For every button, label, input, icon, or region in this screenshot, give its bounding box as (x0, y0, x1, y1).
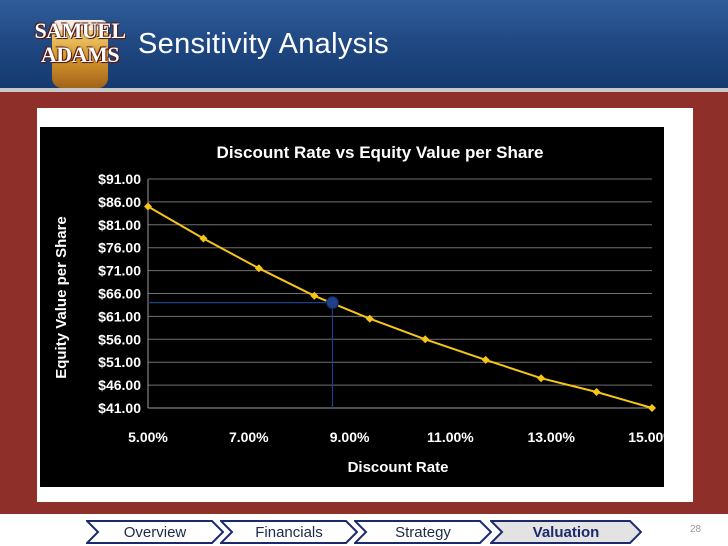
nav-tab-financials[interactable]: Financials (220, 520, 358, 544)
x-axis-title: Discount Rate (348, 459, 449, 476)
data-point (310, 291, 319, 300)
y-axis-title: Equity Value per Share (53, 216, 70, 379)
chart-svg: Discount Rate vs Equity Value per Share $… (53, 143, 664, 476)
nav-tab-label: Financials (255, 524, 323, 541)
x-tick-label: 11.00% (427, 429, 474, 445)
y-tick-label: $51.00 (98, 354, 141, 370)
data-point (365, 314, 374, 323)
y-tick-label: $81.00 (98, 217, 141, 233)
nav-chevron (354, 520, 492, 544)
y-tick-label: $71.00 (98, 263, 141, 279)
header-divider (0, 88, 728, 92)
data-point (481, 355, 490, 364)
y-tick-label: $86.00 (98, 194, 141, 210)
logo-beer-glass (52, 30, 108, 88)
series-line (147, 205, 653, 409)
nav-chevron (220, 520, 358, 544)
y-tick-label: $41.00 (98, 400, 141, 416)
header-banner (0, 0, 728, 88)
chart-title: Discount Rate vs Equity Value per Share (217, 143, 544, 162)
nav-tab-label: Strategy (395, 524, 451, 541)
y-tick-label: $66.00 (98, 286, 141, 302)
y-tick-label: $91.00 (98, 171, 141, 187)
data-point (421, 335, 430, 344)
nav-tab-label: Overview (123, 524, 187, 541)
nav-tab-shape (86, 520, 224, 544)
logo-word-2: ADAMS (40, 42, 120, 67)
data-point (144, 202, 152, 211)
highlight-point (325, 296, 339, 310)
nav-chevron (490, 520, 642, 544)
samuel-adams-logo: SAMUEL ADAMS (30, 6, 130, 88)
x-tick-label: 13.00% (527, 429, 575, 445)
y-tick-label: $61.00 (98, 308, 141, 324)
nav-chevron (86, 520, 224, 544)
x-tick-label: 5.00% (128, 429, 168, 445)
data-point (592, 387, 601, 396)
x-tick-label: 15.00% (628, 429, 664, 445)
nav-tab-shape (354, 520, 492, 544)
nav-tab-strategy[interactable]: Strategy (354, 520, 492, 544)
data-point (199, 234, 208, 243)
nav-tab-shape (220, 520, 358, 544)
page-title: Sensitivity Analysis (138, 28, 389, 60)
data-point (648, 404, 656, 412)
x-tick-label: 9.00% (330, 429, 370, 445)
nav-tab-overview[interactable]: Overview (86, 520, 224, 544)
y-tick-label: $46.00 (98, 377, 141, 393)
x-tick-label: 7.00% (229, 429, 269, 445)
nav-tab-valuation[interactable]: Valuation (490, 520, 642, 544)
nav-tab-shape (490, 520, 642, 544)
y-tick-label: $56.00 (98, 331, 141, 347)
nav-tab-label: Valuation (532, 524, 600, 541)
chart-area: Discount Rate vs Equity Value per Share $… (40, 127, 664, 487)
data-point (254, 264, 263, 273)
logo-word-1: SAMUEL (34, 18, 126, 43)
y-tick-label: $76.00 (98, 240, 141, 256)
data-point (537, 374, 546, 383)
slide-number: 28 (690, 524, 702, 535)
